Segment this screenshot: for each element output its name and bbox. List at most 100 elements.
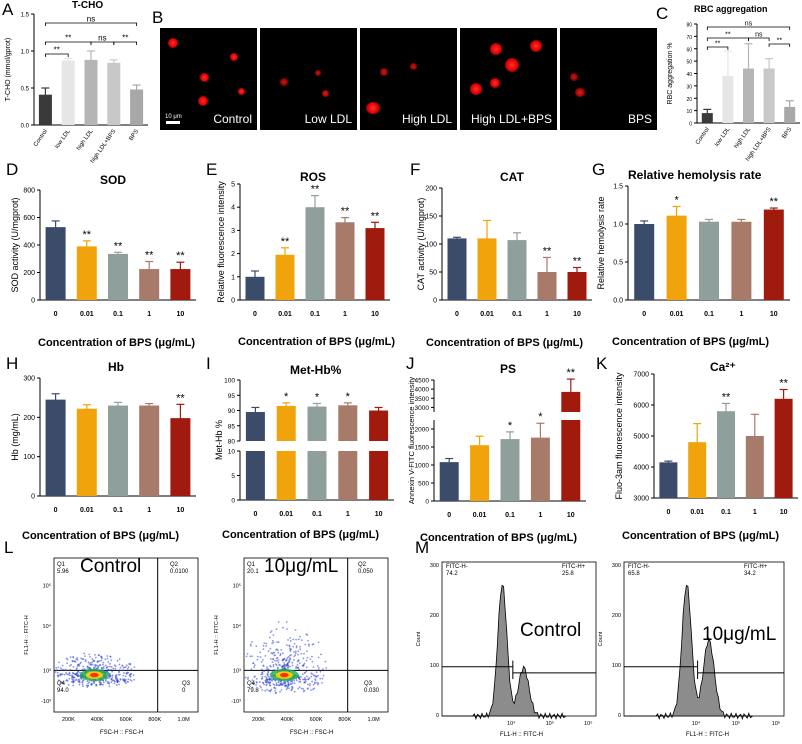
dot-plot-10ug	[243, 557, 389, 713]
flow-event	[284, 681, 287, 683]
significance-label: **	[54, 46, 60, 55]
flow-event	[299, 678, 301, 681]
flow-event	[110, 666, 113, 668]
flow-event	[290, 648, 293, 651]
flow-event	[102, 667, 105, 670]
flow-event	[246, 652, 249, 655]
flow-event	[65, 669, 68, 671]
panel-letter-a: A	[2, 0, 14, 19]
bar-lower	[276, 451, 296, 500]
x-tick-label: 1	[147, 311, 151, 318]
flow-event	[111, 674, 114, 677]
flow-event	[294, 654, 297, 657]
bar	[701, 113, 713, 123]
flow-event	[276, 667, 279, 670]
bar	[130, 89, 144, 125]
flow-event	[113, 682, 116, 685]
flow-event	[99, 681, 101, 684]
title-k: Ca²⁺	[710, 360, 736, 374]
flow-event	[288, 683, 290, 686]
flow-event	[64, 671, 67, 674]
histogram-area	[442, 584, 566, 721]
flow-event	[289, 658, 292, 661]
y-tick-label: -10³	[41, 699, 51, 705]
y-tick-label: 0.5	[21, 87, 30, 93]
xlabel-j: Concentration of BPS (μg/mL)	[420, 532, 578, 544]
significance-mark: **	[770, 196, 779, 208]
flow-event	[68, 677, 71, 680]
y-tick-label: 0.0	[613, 298, 623, 305]
flow-event	[267, 670, 270, 673]
bar-lower	[245, 451, 265, 500]
x-tick-label: high LDL	[76, 128, 95, 152]
flow-event	[272, 657, 274, 660]
bar	[439, 462, 459, 501]
y-tick-label: 4000	[415, 387, 430, 394]
flow-event	[101, 663, 104, 666]
flow-event	[107, 668, 110, 671]
flow-event	[261, 689, 264, 691]
bar	[45, 227, 66, 300]
xlabel-h: Concentration of BPS (μg/mL)	[22, 530, 180, 542]
flow-event	[65, 679, 68, 682]
flow-event	[309, 658, 312, 661]
flow-event	[276, 641, 278, 644]
flow-event	[269, 681, 271, 684]
flow-event	[119, 677, 122, 680]
flow-event	[274, 692, 277, 695]
flow-event	[132, 674, 135, 677]
flow-event	[306, 650, 308, 653]
significance-mark: **	[371, 210, 380, 222]
bar-lower	[338, 451, 358, 500]
flow-event	[86, 686, 89, 688]
flow-event	[269, 664, 271, 667]
bar	[365, 228, 385, 300]
q1-l2: Q1 20.1	[247, 562, 259, 575]
density-red	[280, 672, 289, 678]
flow-event	[306, 656, 309, 659]
y-tick-label: 1000	[415, 463, 430, 470]
flow-event	[276, 659, 278, 662]
flow-event	[251, 641, 253, 643]
micrograph-label: Control	[213, 112, 252, 126]
flow-event	[124, 678, 127, 681]
x-tick-label: 1	[538, 512, 542, 519]
bar	[38, 94, 52, 125]
flow-event	[277, 621, 280, 623]
bar	[107, 62, 121, 125]
flow-event	[270, 630, 273, 632]
y-tick-label: 3	[231, 228, 235, 235]
flow-event	[125, 665, 127, 668]
q1-l1: Q1 5.96	[57, 562, 69, 575]
flow-event	[55, 666, 58, 669]
flow-event	[252, 662, 255, 665]
flow-event	[289, 640, 292, 642]
x-tick-label: 10⁵	[546, 720, 554, 727]
y-tick-label: 50	[686, 60, 692, 66]
flow-event	[319, 670, 322, 673]
flow-event	[287, 655, 290, 658]
flow-event	[64, 668, 67, 671]
y-tick-label: 0	[433, 298, 437, 305]
y-tick-label: 0	[689, 122, 692, 128]
flow-event	[268, 678, 271, 681]
flow-event	[130, 673, 132, 675]
significance-label: **	[725, 32, 731, 39]
significance-label: **	[65, 34, 71, 43]
flow-event	[109, 675, 112, 678]
bar	[477, 238, 497, 300]
flow-event	[260, 673, 262, 676]
flow-event	[317, 668, 320, 671]
xlabel-i: Concentration of BPS (μg/mL)	[222, 529, 380, 541]
flow-event	[265, 683, 268, 686]
flow-event	[271, 661, 274, 664]
flow-event	[264, 655, 267, 657]
x-tick-label: 10⁶	[772, 720, 780, 727]
flow-event	[271, 680, 274, 682]
flow-event	[264, 689, 267, 692]
y-tick-label: 1500	[415, 445, 430, 452]
flow-event	[114, 680, 116, 683]
panel-letter-g: G	[592, 160, 606, 179]
flow-event	[308, 644, 310, 647]
flow-event	[274, 659, 276, 662]
